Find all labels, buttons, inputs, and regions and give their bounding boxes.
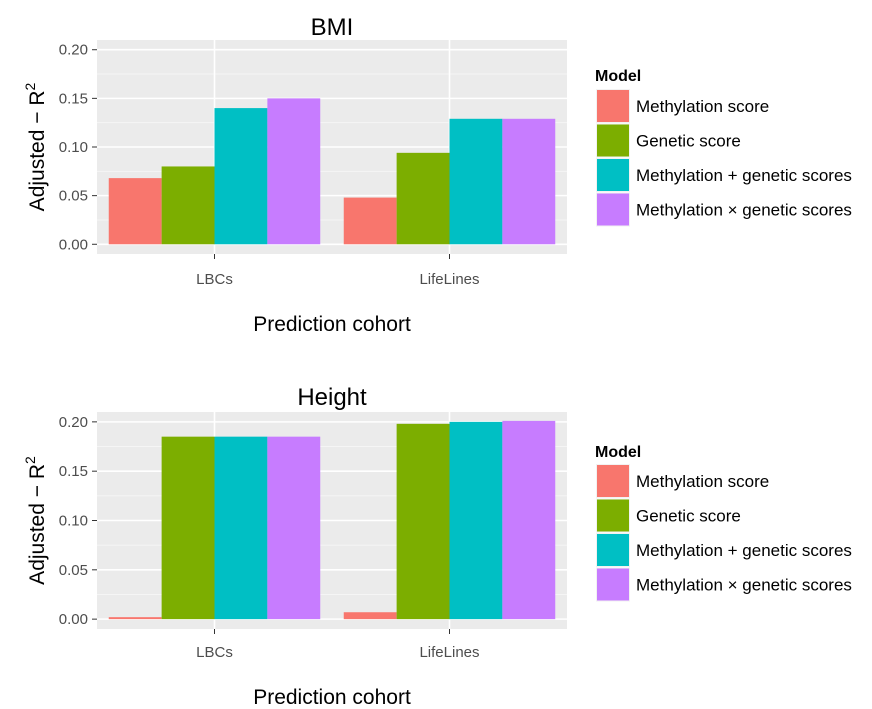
bar-lbcs-series-1 <box>161 436 215 620</box>
bar-lifelines-series-3 <box>502 118 556 245</box>
legend-label: Methylation + genetic scores <box>636 166 852 185</box>
y-tick-label: 0.10 <box>59 513 88 530</box>
bar-lbcs-series-2 <box>214 108 268 245</box>
y-tick-label: 0.05 <box>59 562 88 579</box>
chart-panel-0: 0.00 0.05 0.10 0.15 0.20 LBCs LifeLines BMI Pred… <box>22 14 852 336</box>
bar-lbcs-series-1 <box>161 166 215 245</box>
bar-lbcs-series-0 <box>108 178 162 245</box>
chart-title: BMI <box>311 14 354 41</box>
bar-lbcs-series-0 <box>108 617 162 620</box>
legend-swatch <box>597 90 629 122</box>
x-tick-label: LifeLines <box>419 271 479 288</box>
legend-title: Model <box>595 444 641 461</box>
x-tick-label: LBCs <box>196 271 233 288</box>
bar-lifelines-series-0 <box>343 197 397 245</box>
bar-lifelines-series-0 <box>343 612 397 620</box>
legend-label: Genetic score <box>636 132 741 151</box>
legend-label: Methylation × genetic scores <box>636 576 852 595</box>
legend-label: Genetic score <box>636 507 741 526</box>
legend-title: Model <box>595 68 641 85</box>
y-tick-label: 0.20 <box>59 414 88 431</box>
bar-lifelines-series-2 <box>449 421 503 620</box>
x-axis-title: Prediction cohort <box>253 313 411 336</box>
legend-swatch <box>597 159 629 191</box>
legend-swatch <box>597 465 629 497</box>
x-tick-label: LBCs <box>196 644 233 661</box>
chart-panel-1: 0.00 0.05 0.10 0.15 0.20 LBCs LifeLines Height P… <box>22 384 852 709</box>
legend-label: Methylation score <box>636 97 769 116</box>
legend-label: Methylation score <box>636 472 769 491</box>
legend-swatch <box>597 124 629 157</box>
bar-lifelines-series-1 <box>396 423 450 620</box>
y-axis-title-superscript: 2 <box>22 82 38 90</box>
chart-title: Height <box>297 384 367 411</box>
bar-lbcs-series-3 <box>267 436 321 620</box>
legend-label: Methylation × genetic scores <box>636 201 852 220</box>
y-tick-label: 0.15 <box>59 463 88 480</box>
y-axis-title: Adjusted − R2 <box>22 456 49 585</box>
bar-lifelines-series-3 <box>502 420 556 620</box>
y-tick-label: 0.00 <box>59 236 88 253</box>
y-axis-title-text: Adjusted − R <box>26 464 49 585</box>
y-axis-title-text: Adjusted − R <box>26 90 49 211</box>
legend-label: Methylation + genetic scores <box>636 541 852 560</box>
y-axis-title-superscript: 2 <box>22 456 38 464</box>
y-tick-label: 0.00 <box>59 611 88 628</box>
legend-swatch <box>597 568 629 601</box>
y-tick-label: 0.20 <box>59 42 88 59</box>
bar-lbcs-series-3 <box>267 98 321 245</box>
y-tick-label: 0.10 <box>59 139 88 156</box>
y-tick-label: 0.05 <box>59 188 88 205</box>
y-tick-label: 0.15 <box>59 90 88 107</box>
bar-lifelines-series-2 <box>449 118 503 245</box>
x-tick-label: LifeLines <box>419 644 479 661</box>
legend-swatch <box>597 193 629 226</box>
legend-swatch <box>597 499 629 532</box>
x-axis-title: Prediction cohort <box>253 686 411 709</box>
bar-lifelines-series-1 <box>396 152 450 245</box>
legend-swatch <box>597 534 629 566</box>
y-axis-title: Adjusted − R2 <box>22 82 49 211</box>
bar-lbcs-series-2 <box>214 436 268 620</box>
